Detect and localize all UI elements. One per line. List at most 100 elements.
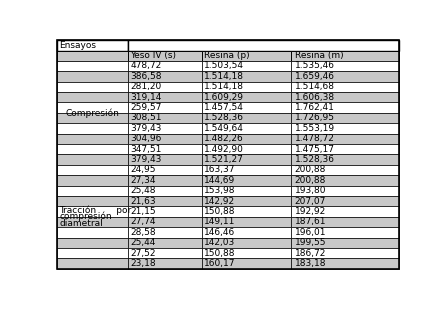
Bar — [128, 51, 202, 61]
Text: 207,07: 207,07 — [295, 197, 326, 206]
Bar — [128, 102, 202, 113]
Text: 1.482,26: 1.482,26 — [204, 134, 244, 143]
Bar — [202, 185, 291, 196]
Bar — [202, 113, 291, 123]
Bar — [128, 227, 202, 237]
Bar — [57, 82, 128, 92]
Text: Yeso IV (s): Yeso IV (s) — [130, 51, 177, 60]
Text: Ensayos: Ensayos — [59, 41, 96, 50]
Bar — [57, 71, 128, 82]
Bar — [128, 248, 202, 258]
Text: 1.609,29: 1.609,29 — [204, 93, 244, 102]
Bar — [291, 165, 399, 175]
Bar — [202, 237, 291, 248]
Bar — [202, 227, 291, 237]
Bar — [57, 227, 128, 237]
Bar — [57, 154, 128, 165]
Text: 1.514,18: 1.514,18 — [204, 82, 244, 91]
Text: 142,03: 142,03 — [204, 238, 235, 247]
Text: 150,88: 150,88 — [204, 207, 236, 216]
Text: 259,57: 259,57 — [130, 103, 162, 112]
Text: 281,20: 281,20 — [130, 82, 162, 91]
Bar — [291, 154, 399, 165]
Bar — [128, 82, 202, 92]
Bar — [291, 82, 399, 92]
Text: compresión: compresión — [59, 212, 112, 221]
Text: 1.606,38: 1.606,38 — [295, 93, 335, 102]
Text: 1.659,46: 1.659,46 — [295, 72, 335, 81]
Bar — [57, 248, 128, 258]
Bar — [202, 144, 291, 154]
Text: 1.762,41: 1.762,41 — [295, 103, 335, 112]
Bar — [128, 133, 202, 144]
Bar — [202, 248, 291, 258]
Bar — [128, 71, 202, 82]
Text: 187,61: 187,61 — [295, 217, 326, 226]
Text: 1.475,17: 1.475,17 — [295, 145, 335, 154]
Bar — [57, 165, 128, 175]
Bar — [202, 175, 291, 185]
Bar — [202, 217, 291, 227]
Text: 1.528,36: 1.528,36 — [295, 155, 335, 164]
Text: 319,14: 319,14 — [130, 93, 162, 102]
Text: 1.514,18: 1.514,18 — [204, 72, 244, 81]
Text: 1.478,72: 1.478,72 — [295, 134, 335, 143]
Bar — [202, 51, 291, 61]
Text: Resina (p): Resina (p) — [204, 51, 250, 60]
Bar — [202, 133, 291, 144]
Text: 1.503,54: 1.503,54 — [204, 61, 244, 71]
Bar — [202, 61, 291, 71]
Text: 386,58: 386,58 — [130, 72, 162, 81]
Text: 193,80: 193,80 — [295, 186, 326, 195]
Bar — [291, 144, 399, 154]
Text: 27,52: 27,52 — [130, 249, 156, 258]
Bar — [291, 133, 399, 144]
Bar — [291, 175, 399, 185]
Text: 163,37: 163,37 — [204, 165, 236, 174]
Text: 347,51: 347,51 — [130, 145, 162, 154]
Bar — [291, 248, 399, 258]
Text: 200,88: 200,88 — [295, 165, 326, 174]
Text: 144,69: 144,69 — [204, 176, 235, 185]
Text: 1.521,27: 1.521,27 — [204, 155, 244, 164]
Bar — [291, 123, 399, 133]
Text: 199,55: 199,55 — [295, 238, 326, 247]
Text: diametral: diametral — [59, 219, 103, 228]
Bar — [128, 61, 202, 71]
Text: Compresión: Compresión — [65, 108, 119, 117]
Bar — [128, 196, 202, 206]
Bar — [57, 185, 128, 196]
Text: 23,18: 23,18 — [130, 259, 156, 268]
Bar — [128, 237, 202, 248]
Text: 1.514,68: 1.514,68 — [295, 82, 335, 91]
Text: 1.726,95: 1.726,95 — [295, 113, 335, 123]
Bar — [202, 154, 291, 165]
Bar — [291, 206, 399, 217]
Bar — [57, 237, 128, 248]
Bar — [202, 71, 291, 82]
Bar — [291, 51, 399, 61]
Text: 379,43: 379,43 — [130, 155, 162, 164]
Bar — [202, 123, 291, 133]
Bar — [291, 61, 399, 71]
Bar — [57, 113, 128, 123]
Text: 27,34: 27,34 — [130, 176, 156, 185]
Bar — [291, 113, 399, 123]
Text: 1.492,90: 1.492,90 — [204, 145, 244, 154]
Bar — [202, 196, 291, 206]
Bar — [291, 185, 399, 196]
Bar — [57, 175, 128, 185]
Bar — [291, 258, 399, 269]
Bar — [57, 206, 128, 217]
Bar — [128, 258, 202, 269]
Text: 379,43: 379,43 — [130, 124, 162, 133]
Bar — [202, 206, 291, 217]
Text: 27,74: 27,74 — [130, 217, 156, 226]
Text: Resina (m): Resina (m) — [295, 51, 343, 60]
Text: Tracción       por: Tracción por — [59, 205, 131, 215]
Bar — [202, 258, 291, 269]
Bar — [128, 165, 202, 175]
Bar — [57, 40, 128, 51]
Text: 25,48: 25,48 — [130, 186, 156, 195]
Bar — [57, 144, 128, 154]
